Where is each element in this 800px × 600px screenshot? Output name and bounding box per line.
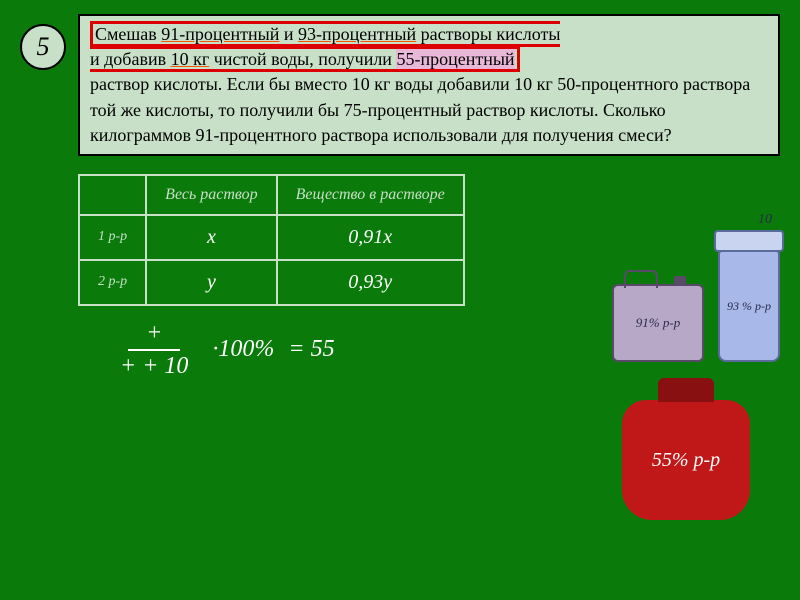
slide: 5 Смешав 91-процентный и 93-процентный р… [0,0,800,600]
text: и добавив [90,49,171,69]
numerator: + [128,320,180,351]
den-plus: + [120,353,136,379]
beaker-label: 93 % р-р [727,299,771,314]
highlight-box: Смешав 91-процентный и 93-процентный рас… [90,21,560,72]
jar-icon: 55% р-р [622,400,750,520]
text: растворы кислоты [416,24,560,44]
row-label-1: 1 р-р [79,215,146,260]
table-row: 1 р-р x 0,91x [79,215,464,260]
text: чистой воды, получили [209,49,396,69]
slide-number-badge: 5 [20,24,66,70]
mult-100: ·100% [212,336,274,363]
highlight-93: 93-процентный [298,24,416,44]
beaker-icon: 10 93 % р-р [718,250,780,362]
text: Смешав [95,24,161,44]
canister-icon: 91% р-р [612,284,704,362]
problem-text: Смешав 91-процентный и 93-процентный рас… [78,14,780,156]
problem-rest: раствор кислоты. Если бы вместо 10 кг во… [90,74,750,144]
col-header-1: Весь раствор [146,175,276,215]
data-table: Весь раствор Вещество в растворе 1 р-р x… [78,174,465,306]
col-header-2: Вещество в растворе [277,175,464,215]
cell-x: x [146,215,276,260]
jar-label: 55% р-р [652,449,720,472]
text: и [279,24,298,44]
table-corner [79,175,146,215]
table-row: 2 р-р y 0,93y [79,260,464,305]
equals-55: = 55 [288,336,334,363]
cell-091x: 0,91x [277,215,464,260]
cell-y: y [146,260,276,305]
vessels-group: 91% р-р 10 93 % р-р [612,250,780,362]
fraction: + + + 10 [110,320,198,380]
canister-label: 91% р-р [636,315,680,331]
cell-093y: 0,93y [277,260,464,305]
beaker-top [714,230,784,252]
highlight-55: 55-процентный [396,49,514,69]
highlight-10kg: 10 кг [171,49,210,69]
table-header-row: Весь раствор Вещество в растворе [79,175,464,215]
row-label-2: 2 р-р [79,260,146,305]
highlight-91: 91-процентный [161,24,279,44]
denominator: + + 10 [110,351,198,380]
beaker-top-label: 10 [758,212,772,228]
den-extra: + 10 [136,353,188,379]
